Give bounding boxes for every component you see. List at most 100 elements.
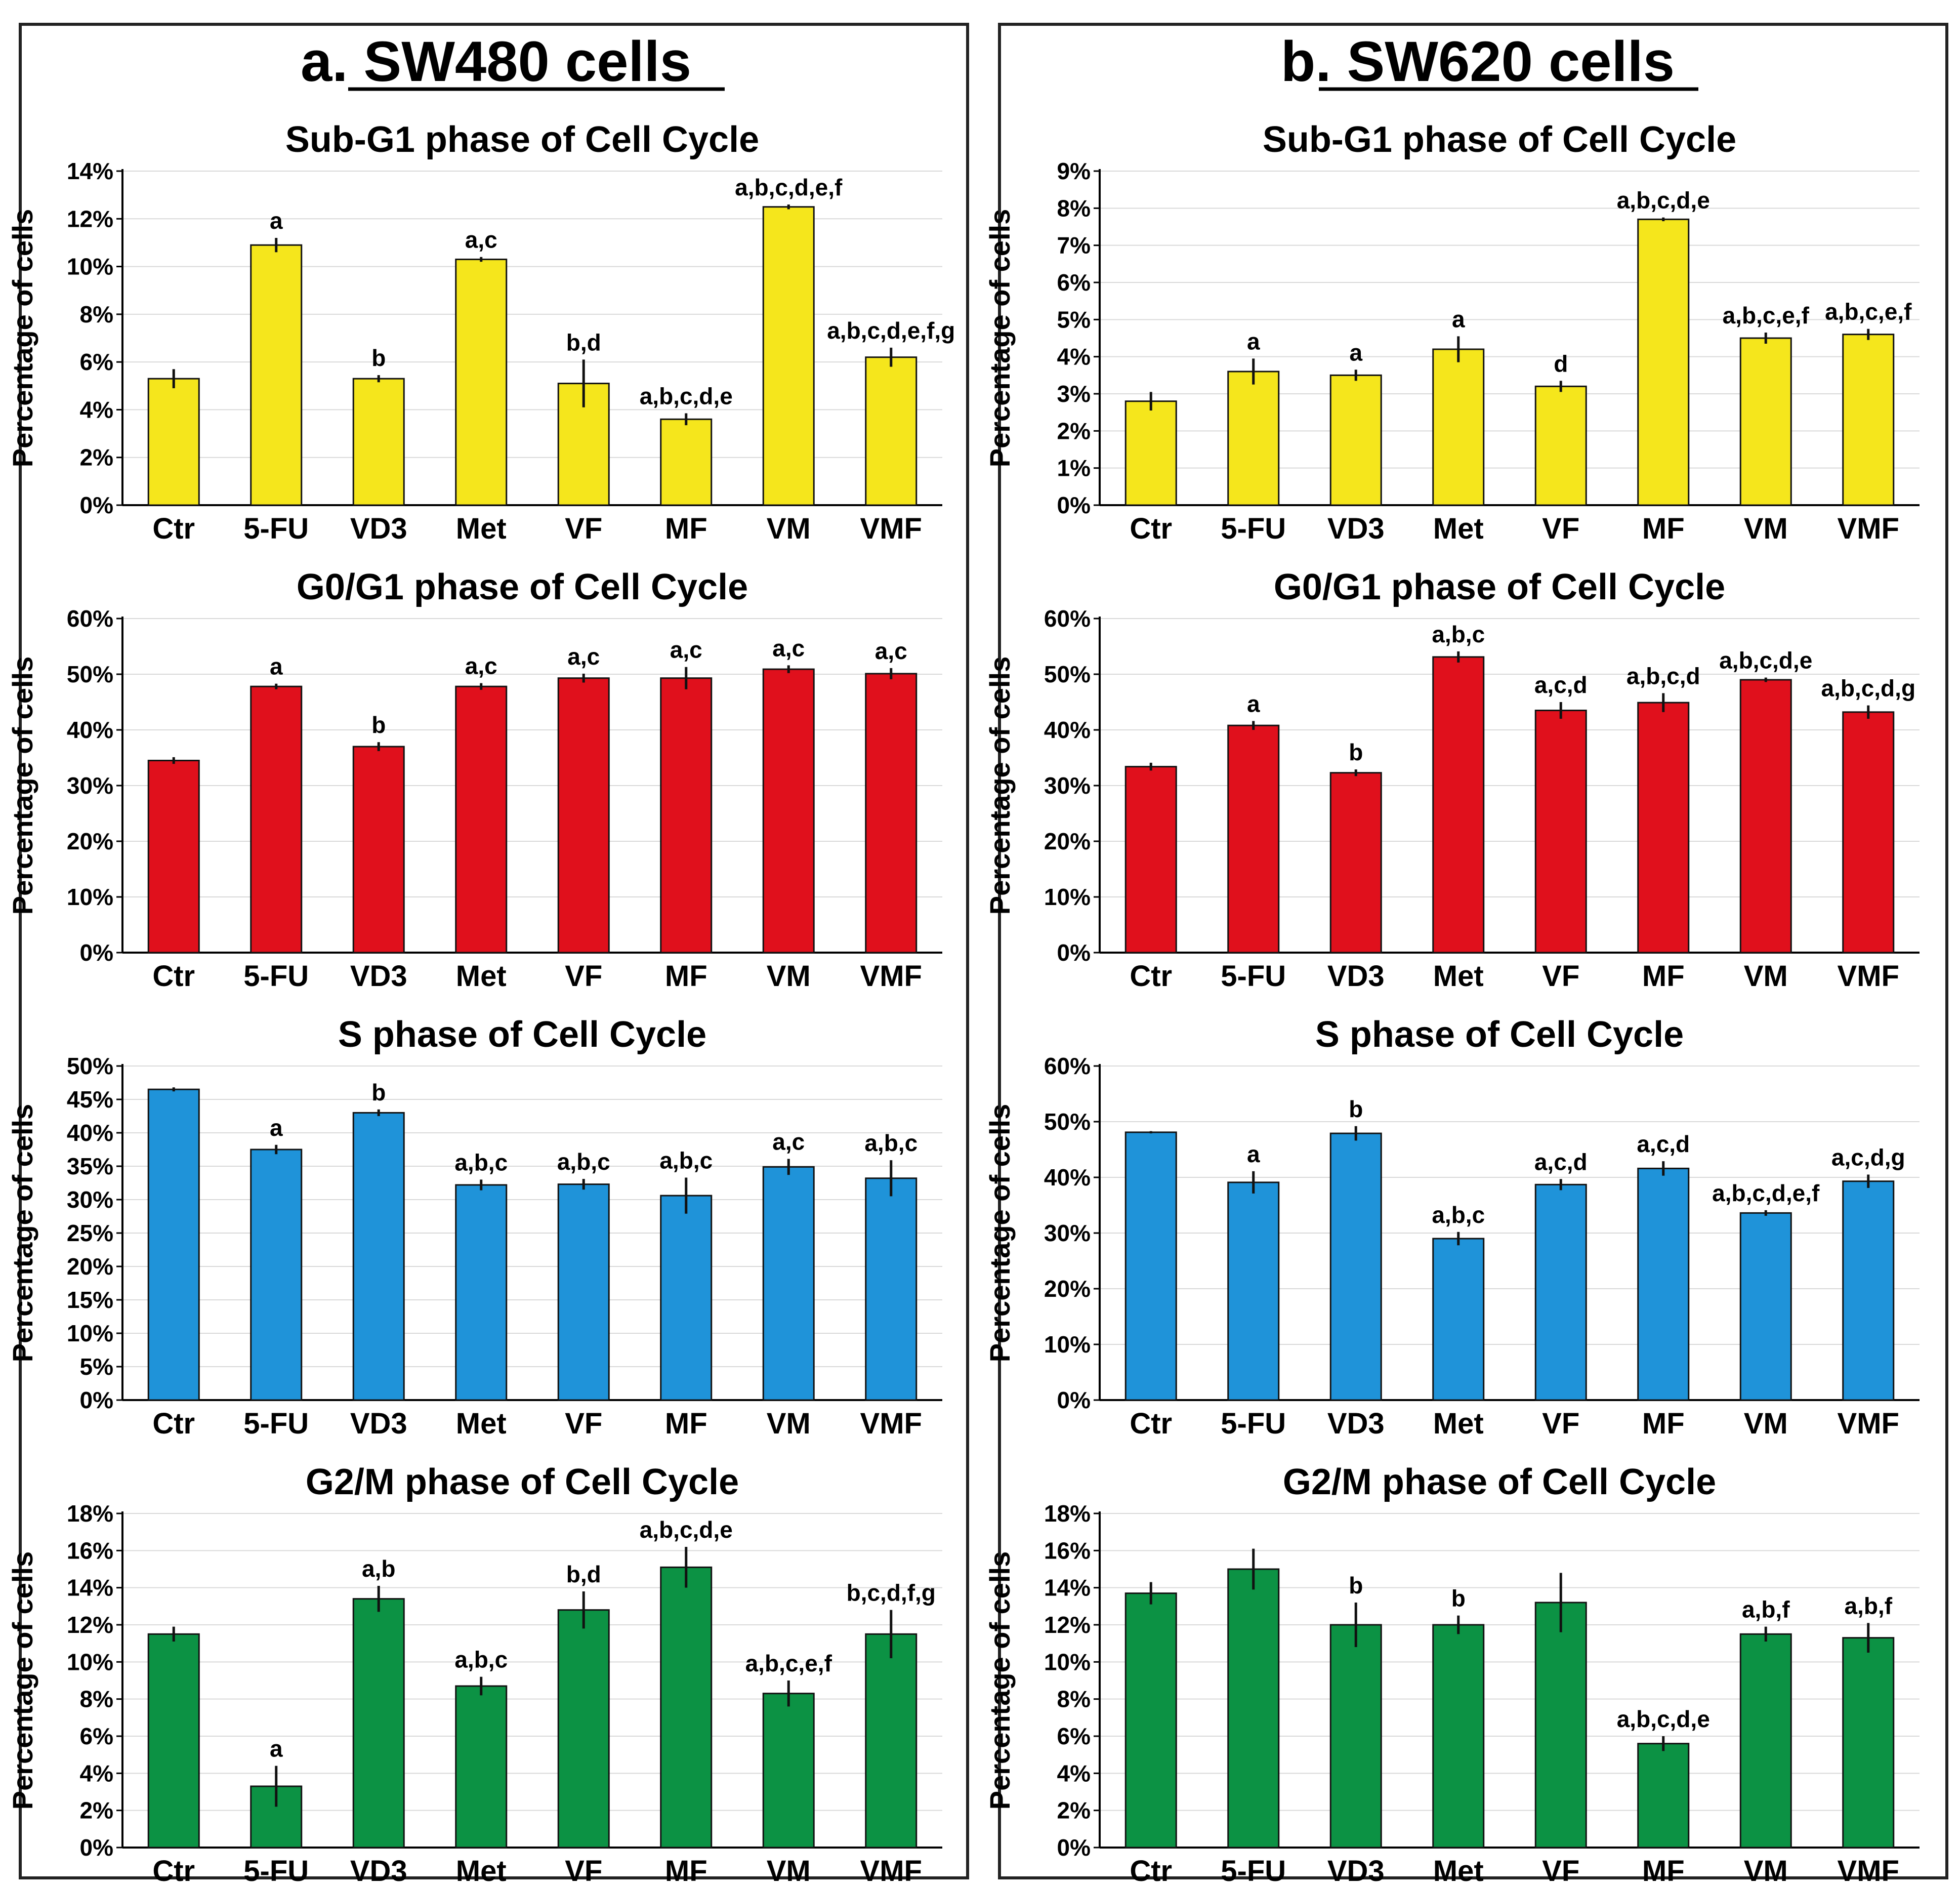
- x-tick-label-a-g0-g1-5-fu: 5-FU: [243, 960, 309, 993]
- bar-b-s-vd3: [1329, 1132, 1382, 1401]
- bar-b-g0-g1-met: [1432, 656, 1485, 954]
- y-tick-label: 4%: [80, 1760, 113, 1786]
- x-tick-label-b-s-vm: VM: [1744, 1407, 1788, 1440]
- significance-label-b-g2-m-vmf: a,b,f: [1844, 1592, 1892, 1619]
- bar-a-g0-g1-met: [455, 685, 508, 954]
- y-tick-label: 6%: [1057, 1723, 1091, 1749]
- bar-a-s-vd3: [352, 1112, 405, 1401]
- x-tick-label-a-g0-g1-mf: MF: [665, 960, 707, 993]
- x-tick-label-a-g0-g1-met: Met: [456, 960, 507, 993]
- bar-b-sub-g1-vm: [1739, 337, 1792, 506]
- bar-a-s-ctr: [147, 1088, 200, 1401]
- chart-title-a-g0-g1: G0/G1 phase of Cell Cycle: [297, 567, 748, 607]
- chart-b-g2-m: G2/M phase of Cell Cycle Percentage of ce…: [984, 1462, 1920, 1886]
- x-tick-label-a-g2-m-met: Met: [456, 1855, 507, 1886]
- y-tick-label: 15%: [67, 1287, 113, 1313]
- y-tick-label: 20%: [1044, 1276, 1091, 1302]
- y-tick-label: 16%: [67, 1537, 113, 1564]
- x-tick-label-b-g0-g1-ctr: Ctr: [1130, 960, 1172, 993]
- x-tick-label-b-g0-g1-mf: MF: [1642, 960, 1685, 993]
- bar-b-g2-m-5-fu: [1227, 1568, 1280, 1849]
- y-tick-label: 0%: [80, 939, 113, 966]
- significance-label-a-g2-m-vmf: b,c,d,f,g: [847, 1580, 936, 1606]
- bar-a-sub-g1-met: [455, 258, 508, 506]
- y-axis-label-a-g0-g1: Percentage of cells: [7, 657, 38, 915]
- x-tick-label-b-sub-g1-vd3: VD3: [1327, 512, 1385, 545]
- y-tick-label: 0%: [80, 1387, 113, 1413]
- y-axis-label-b-sub-g1: Percentage of cells: [984, 209, 1016, 467]
- y-tick-label: 20%: [67, 828, 113, 854]
- y-tick-label: 40%: [1044, 717, 1091, 743]
- x-tick-label-b-sub-g1-mf: MF: [1642, 512, 1685, 545]
- bar-b-s-met: [1432, 1238, 1485, 1401]
- y-tick-label: 12%: [67, 1612, 113, 1638]
- y-tick-label: 0%: [1057, 492, 1091, 518]
- x-tick-label-a-g0-g1-vf: VF: [565, 960, 602, 993]
- x-tick-label-b-s-mf: MF: [1642, 1407, 1685, 1440]
- x-tick-label-b-sub-g1-vm: VM: [1744, 512, 1788, 545]
- significance-label-a-sub-g1-vmf: a,b,c,d,e,f,g: [827, 317, 955, 344]
- y-tick-label: 18%: [67, 1500, 113, 1527]
- x-tick-label-a-g2-m-vm: VM: [767, 1855, 811, 1886]
- y-axis-label-b-g0-g1: Percentage of cells: [984, 657, 1016, 915]
- significance-label-b-g2-m-vm: a,b,f: [1742, 1596, 1790, 1623]
- panel-a-frame: [19, 23, 969, 1879]
- bar-a-g0-g1-vm: [762, 668, 815, 954]
- x-tick-label-b-s-vmf: VMF: [1838, 1407, 1899, 1440]
- y-tick-label: 7%: [1057, 232, 1091, 259]
- chart-title-b-g2-m: G2/M phase of Cell Cycle: [1283, 1462, 1716, 1502]
- x-tick-label-a-sub-g1-5-fu: 5-FU: [243, 512, 309, 545]
- y-tick-label: 0%: [1057, 1834, 1091, 1861]
- significance-label-b-sub-g1-vd3: a: [1349, 339, 1362, 365]
- significance-label-b-g2-m-vd3: b: [1349, 1572, 1363, 1598]
- significance-label-a-s-vf: a,b,c: [557, 1149, 610, 1175]
- bar-a-g0-g1-mf: [660, 677, 713, 954]
- y-tick-label: 10%: [67, 1320, 113, 1346]
- y-tick-label: 35%: [67, 1153, 113, 1179]
- bar-a-g0-g1-5-fu: [250, 685, 303, 954]
- y-tick-label: 20%: [67, 1253, 113, 1280]
- bar-a-s-met: [455, 1184, 508, 1401]
- bar-a-g2-m-vf: [557, 1609, 610, 1849]
- bar-a-sub-g1-ctr: [147, 378, 200, 506]
- bar-a-sub-g1-vmf: [865, 356, 918, 506]
- significance-label-b-g0-g1-met: a,b,c: [1432, 621, 1485, 647]
- significance-label-a-s-vmf: a,b,c: [864, 1130, 918, 1156]
- x-tick-label-b-g2-m-mf: MF: [1642, 1855, 1685, 1886]
- bar-b-g0-g1-vd3: [1329, 772, 1382, 954]
- y-tick-label: 14%: [67, 158, 113, 184]
- y-tick-label: 10%: [1044, 884, 1091, 910]
- panel-b-frame: [998, 23, 1948, 1879]
- y-tick-label: 4%: [1057, 344, 1091, 370]
- bar-b-sub-g1-mf: [1637, 218, 1690, 506]
- significance-label-b-g2-m-met: b: [1451, 1585, 1466, 1612]
- bar-b-s-5-fu: [1227, 1181, 1280, 1401]
- y-tick-label: 8%: [80, 301, 113, 327]
- y-tick-label: 20%: [1044, 828, 1091, 854]
- chart-a-sub-g1: Sub-G1 phase of Cell Cycle Percentage of …: [7, 119, 955, 545]
- significance-label-a-g2-m-vm: a,b,c,e,f: [745, 1650, 832, 1676]
- x-tick-label-a-sub-g1-vmf: VMF: [860, 512, 922, 545]
- bar-b-sub-g1-5-fu: [1227, 371, 1280, 506]
- significance-label-a-s-vd3: b: [371, 1079, 386, 1105]
- y-axis-label-b-s: Percentage of cells: [984, 1104, 1016, 1362]
- y-tick-label: 9%: [1057, 158, 1091, 184]
- bar-a-sub-g1-vm: [762, 206, 815, 506]
- y-tick-label: 8%: [80, 1686, 113, 1712]
- significance-label-a-sub-g1-vf: b,d: [566, 329, 601, 355]
- y-tick-label: 1%: [1057, 455, 1091, 481]
- bar-b-g2-m-mf: [1637, 1743, 1690, 1849]
- bar-a-s-vf: [557, 1183, 610, 1401]
- x-tick-label-b-g0-g1-5-fu: 5-FU: [1221, 960, 1286, 993]
- x-tick-label-b-g2-m-vd3: VD3: [1327, 1855, 1385, 1886]
- significance-label-a-g2-m-mf: a,b,c,d,e: [640, 1516, 733, 1543]
- bar-b-s-ctr: [1124, 1131, 1177, 1401]
- y-axis-label-b-g2-m: Percentage of cells: [984, 1551, 1016, 1810]
- y-tick-label: 50%: [1044, 1109, 1091, 1135]
- bar-b-g0-g1-ctr: [1124, 766, 1177, 954]
- x-tick-label-a-sub-g1-vf: VF: [565, 512, 602, 545]
- bar-a-g0-g1-vd3: [352, 746, 405, 954]
- bar-a-s-vmf: [865, 1177, 918, 1401]
- bar-b-g0-g1-5-fu: [1227, 724, 1280, 954]
